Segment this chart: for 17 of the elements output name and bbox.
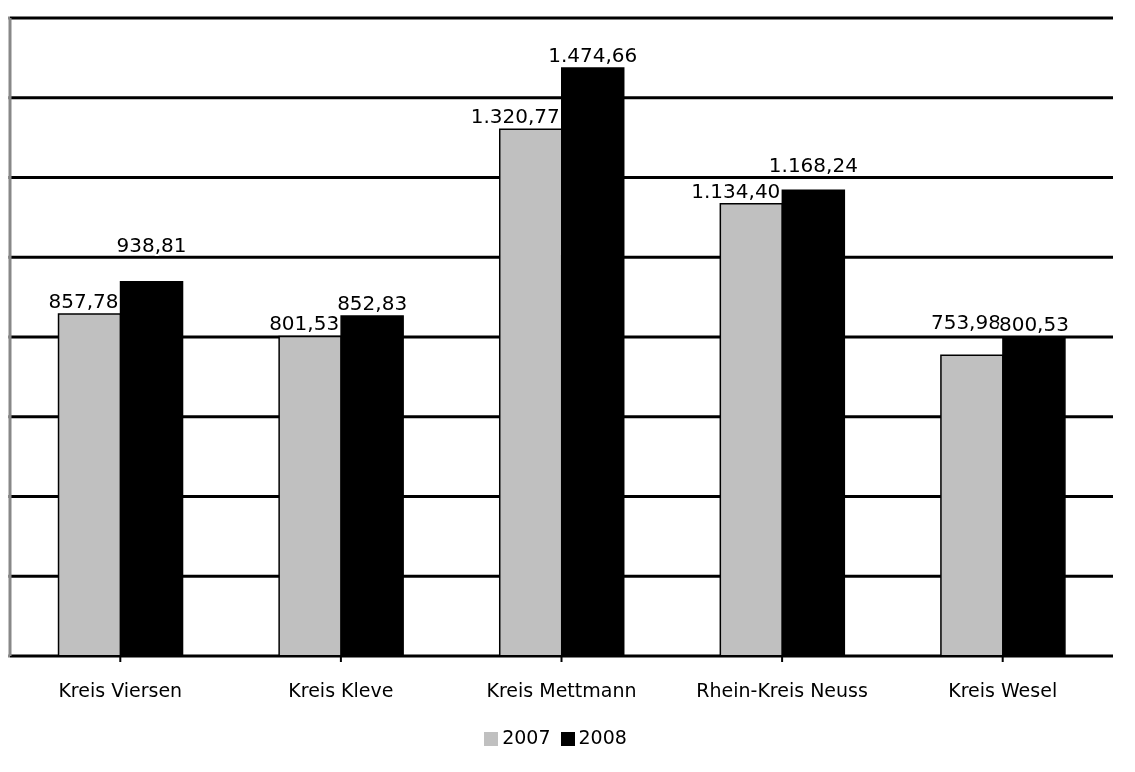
data-label: 801,53: [269, 311, 340, 336]
data-label: 1.134,40: [691, 178, 781, 203]
data-label: 1.168,24: [768, 153, 858, 178]
data-label: 753,98: [930, 310, 1001, 335]
x-tick-label: Kreis Wesel: [948, 679, 1058, 702]
legend-label: 2008: [578, 726, 627, 748]
legend-label: 2007: [502, 726, 551, 748]
x-tick-label: Kreis Viersen: [58, 679, 183, 702]
x-tick-label: Rhein-Kreis Neuss: [696, 679, 868, 702]
data-label: 857,78: [48, 288, 119, 313]
x-tick-label: Kreis Mettmann: [486, 679, 637, 702]
data-label: 1.474,66: [548, 42, 638, 67]
data-label: 938,81: [116, 232, 187, 257]
data-label: 1.320,77: [470, 104, 560, 129]
data-label: 852,83: [337, 290, 408, 315]
x-tick-label: Kreis Kleve: [288, 679, 394, 702]
data-label: 800,53: [998, 311, 1069, 336]
